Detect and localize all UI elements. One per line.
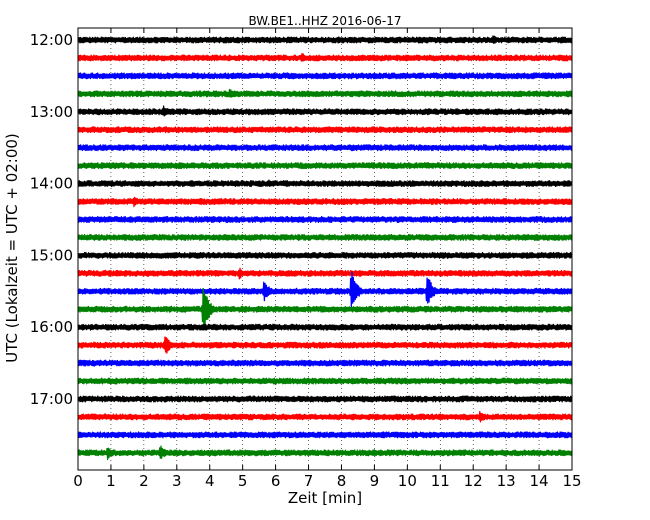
y-tick-label-16:00: 16:00 [30, 318, 73, 336]
trace-1300 [77, 105, 573, 117]
trace-1700 [77, 395, 573, 403]
x-tick-label-12: 12 [464, 472, 483, 490]
x-tick-label-0: 0 [73, 472, 83, 490]
y-tick-label-15:00: 15:00 [30, 246, 73, 264]
x-tick-label-7: 7 [304, 472, 314, 490]
trace-1215 [77, 53, 573, 62]
x-tick-label-6: 6 [271, 472, 281, 490]
x-tick-label-14: 14 [530, 472, 549, 490]
trace-1400 [77, 179, 573, 188]
y-tick-label-13:00: 13:00 [30, 103, 73, 121]
x-tick-label-5: 5 [238, 472, 248, 490]
y-axis-label: UTC (Lokalzeit = UTC + 02:00) [3, 133, 21, 363]
trace-1500 [77, 251, 573, 259]
x-tick-label-4: 4 [205, 472, 215, 490]
x-tick-label-11: 11 [431, 472, 450, 490]
y-tick-label-14:00: 14:00 [30, 175, 73, 193]
trace-1330 [77, 144, 573, 152]
trace-group [77, 35, 573, 461]
chart-title: BW.BE1..HHZ 2016-06-17 [248, 14, 401, 28]
trace-1715 [77, 410, 573, 423]
trace-1530 [77, 271, 573, 308]
trace-1200 [77, 35, 573, 44]
plot-frame [77, 27, 573, 471]
trace-1245 [77, 88, 573, 98]
trace-1515 [77, 267, 573, 280]
trace-1645 [77, 377, 573, 385]
trace-1745 [77, 445, 573, 461]
x-tick-label-1: 1 [106, 472, 116, 490]
trace-1615 [77, 336, 573, 354]
trace-1730 [77, 431, 573, 439]
trace-1230 [77, 72, 573, 80]
trace-1315 [77, 126, 573, 134]
x-tick-label-10: 10 [398, 472, 417, 490]
trace-1430 [77, 215, 573, 224]
trace-1630 [77, 359, 573, 367]
x-axis-ticks: 0 1 2 3 4 5 6 7 8 9 10 11 12 13 14 15 [73, 28, 582, 490]
x-tick-label-3: 3 [172, 472, 182, 490]
x-tick-label-13: 13 [497, 472, 516, 490]
y-axis-ticks: 12:00 13:00 14:00 15:00 16:00 17:00 [30, 31, 572, 408]
x-tick-label-9: 9 [370, 472, 380, 490]
trace-1600 [77, 323, 573, 331]
x-axis-label: Zeit [min] [288, 489, 362, 507]
y-tick-label-12:00: 12:00 [30, 31, 73, 49]
trace-1415 [77, 196, 573, 208]
x-tick-label-2: 2 [139, 472, 149, 490]
y-tick-label-17:00: 17:00 [30, 390, 73, 408]
x-tick-label-15: 15 [562, 472, 581, 490]
trace-1545 [77, 287, 573, 329]
trace-1445 [77, 233, 573, 241]
trace-1345 [77, 162, 573, 170]
x-tick-label-8: 8 [337, 472, 347, 490]
